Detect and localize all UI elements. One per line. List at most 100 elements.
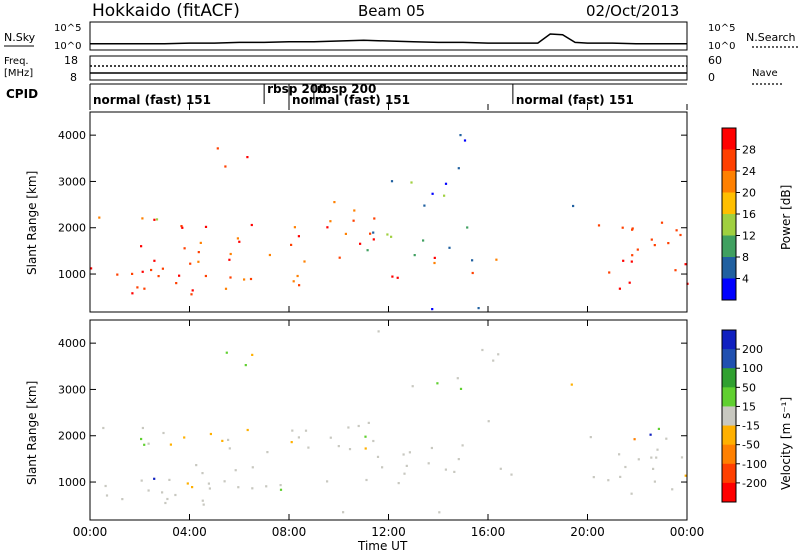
echo-cell (650, 238, 653, 241)
echo-cell (376, 455, 380, 458)
echo-cell (195, 464, 198, 467)
echo-cell (497, 353, 500, 356)
echo-cell (653, 480, 656, 483)
echo-cell (224, 287, 228, 290)
noise-frame (89, 21, 688, 51)
cpid-segment-label: normal (fast) 151 (93, 93, 211, 107)
echo-cell (201, 499, 204, 502)
echo-cell (422, 239, 425, 242)
echo-cell (229, 252, 232, 256)
echo-cell (572, 204, 575, 208)
echo-cell (621, 226, 624, 229)
echo-cell (153, 259, 156, 262)
echo-cell (140, 479, 143, 482)
colorbar-swatch (722, 128, 736, 150)
echo-cell (649, 433, 652, 436)
echo-cell (121, 498, 124, 501)
echo-cell (150, 268, 153, 272)
echo-cell (624, 465, 627, 469)
echo-cell (675, 229, 678, 232)
echo-cell (466, 226, 469, 229)
colorbar-swatch (722, 330, 736, 350)
echo-cell (116, 273, 119, 276)
echo-cell (298, 284, 301, 287)
colorbar-swatch (722, 463, 736, 484)
colorbar-tick-label: 15 (742, 400, 756, 413)
beam-title: Beam 05 (358, 2, 425, 20)
cpid-label: CPID (6, 87, 38, 101)
nave-tick-bottom: 0 (708, 71, 715, 84)
echo-cell (667, 242, 670, 245)
echo-cell (238, 240, 241, 243)
echo-cell (353, 209, 356, 212)
colorbar-tick-label: -50 (742, 439, 760, 452)
echo-cell (136, 286, 139, 289)
echo-cell (622, 259, 625, 262)
echo-cell (631, 254, 634, 257)
echo-cell (221, 439, 224, 442)
echo-cell (652, 467, 655, 470)
colorbar-swatch (722, 349, 736, 369)
echo-cell (204, 274, 207, 278)
echo-cell (656, 448, 659, 451)
colorbar-tick-label: 24 (742, 165, 756, 178)
echo-cell (344, 232, 347, 235)
colorbar-swatch (722, 406, 736, 427)
echo-cell (411, 385, 414, 388)
power-cbar-label: Power [dB] (779, 185, 793, 250)
echo-cell (653, 244, 656, 247)
echo-cell (329, 220, 332, 223)
echo-cell (162, 431, 165, 435)
echo-cell (499, 467, 502, 470)
freq-tick-bottom: 8 (70, 71, 77, 84)
y-tick-label: 3000 (58, 383, 86, 396)
echo-cell (372, 439, 375, 443)
echo-cell (178, 274, 181, 277)
colorbar-tick-label: -100 (742, 458, 767, 471)
echo-cell (147, 442, 150, 445)
date-title: 02/Oct/2013 (586, 2, 679, 20)
echo-cell (191, 486, 194, 489)
echo-cell (390, 235, 393, 238)
echo-cell (631, 228, 634, 231)
velocity-cbar-label: Velocity [m s⁻¹] (779, 397, 793, 490)
echo-cell (98, 216, 101, 219)
echo-cell (303, 260, 306, 263)
nsky-label: N.Sky (4, 31, 36, 44)
echo-cell (372, 238, 375, 241)
freq-tick-top: 18 (64, 54, 78, 67)
echo-cell (369, 232, 372, 235)
echo-cell (589, 436, 592, 439)
echo-cell (365, 478, 368, 482)
echo-cell (161, 491, 164, 494)
echo-cell (204, 225, 208, 228)
echo-cell (291, 429, 294, 432)
echo-cell (140, 245, 143, 248)
echo-cell (229, 276, 232, 279)
velocity-frame (89, 319, 688, 521)
echo-cell (102, 426, 105, 430)
echo-cell (471, 271, 474, 275)
echo-cell (199, 241, 202, 244)
echo-cell (293, 226, 296, 229)
echo-cell (290, 243, 293, 246)
x-tick-label: 00:00 (73, 525, 108, 539)
station-title: Hokkaido (fitACF) (92, 1, 240, 21)
echo-cell (352, 219, 355, 222)
echo-cell (631, 227, 634, 230)
echo-cell (174, 493, 177, 497)
colorbar-tick-label: 8 (742, 251, 749, 264)
echo-cell (237, 486, 240, 489)
y-tick-label: 4000 (58, 129, 86, 142)
echo-cell (487, 420, 490, 423)
freq-strip: Freq. [MHz] 18 8 60 0 Nave (4, 54, 782, 85)
noise-tick-left-bottom: 10^0 (54, 41, 81, 52)
echo-cell (364, 447, 367, 450)
echo-cell (251, 487, 254, 490)
colorbar-tick-label: 20 (742, 187, 756, 200)
nsearch-label: N.Search (746, 31, 796, 44)
echo-cell (243, 278, 246, 281)
echo-cell (402, 453, 405, 456)
echo-cell (140, 437, 143, 441)
echo-cell (161, 267, 164, 270)
